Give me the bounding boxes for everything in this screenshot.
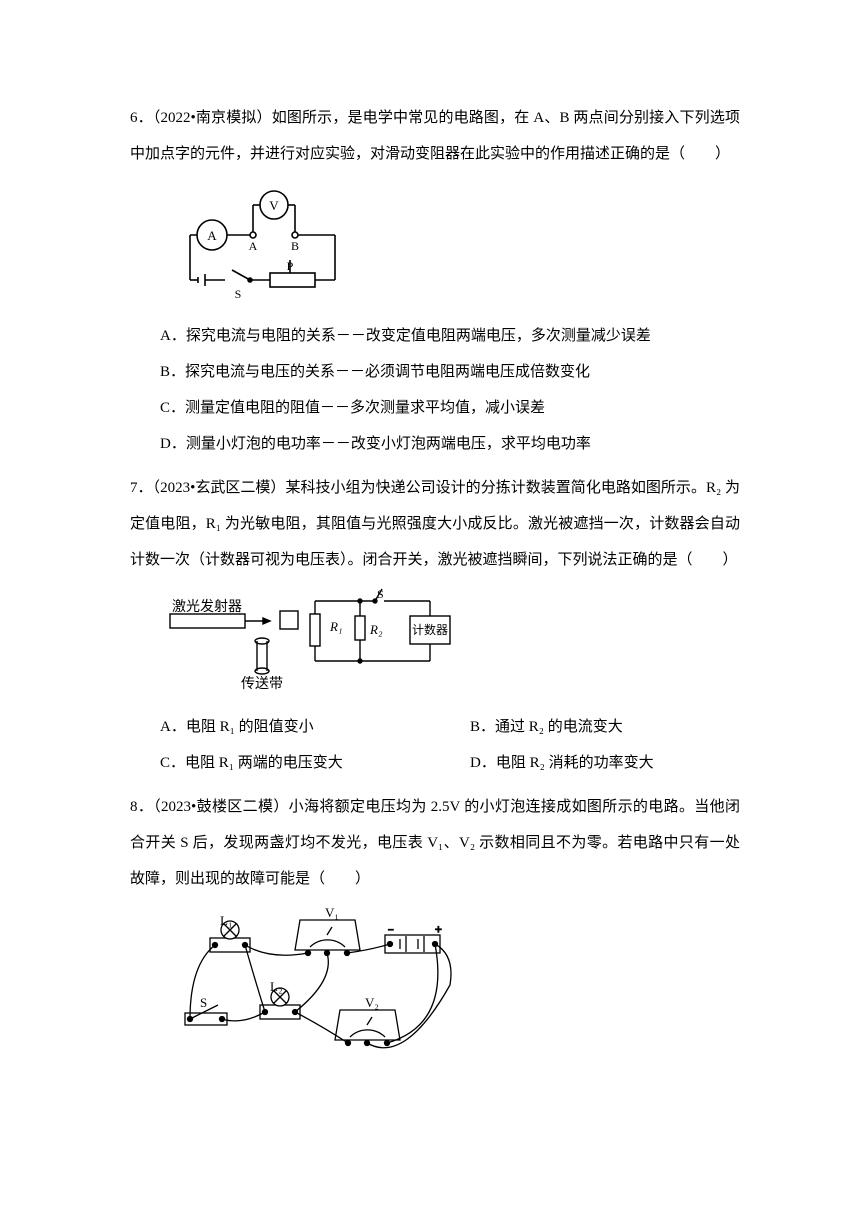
q8-number: 8．: [130, 799, 153, 815]
q6-number: 6．: [130, 110, 153, 126]
counter-label: 计数器: [412, 622, 448, 637]
belt-label: 传送带: [241, 676, 283, 692]
q7-option-b: B．通过 R₂ 的电流变大: [470, 709, 740, 745]
point-a-label: A: [249, 239, 258, 253]
q8-stem: 8．（2023•鼓楼区二模）小海将额定电压均为 2.5V 的小灯泡连接成如图所示…: [130, 789, 740, 897]
svg-text:−: −: [388, 925, 394, 936]
q6-option-c: C．测量定值电阻的阻值－－多次测量求平均值，减小误差: [160, 390, 740, 426]
q7-option-c: C．电阻 R₁ 两端的电压变大: [160, 745, 430, 781]
question-6: 6．（2022•南京模拟）如图所示，是电学中常见的电路图，在 A、B 两点间分别…: [130, 100, 740, 462]
q6-stem: 6．（2022•南京模拟）如图所示，是电学中常见的电路图，在 A、B 两点间分别…: [130, 100, 740, 172]
q7-option-d: D．电阻 R₂ 消耗的功率变大: [470, 745, 740, 781]
q7-option-a: A．电阻 R₁ 的阻值变小: [160, 709, 430, 745]
q6-source: （2022•南京模拟）: [153, 110, 272, 126]
svg-text:+: +: [435, 922, 442, 936]
ammeter-label: A: [207, 228, 217, 243]
q7-stem: 7．（2023•玄武区二模）某科技小组为快递公司设计的分拣计数装置简化电路如图所…: [130, 470, 740, 578]
l2-label: L₂: [270, 979, 282, 994]
q6-circuit-figure: V A A B S P: [160, 180, 740, 310]
q7-number: 7．: [130, 480, 153, 496]
v1-label: V₁: [325, 905, 339, 920]
q7-circuit-figure: 激光发射器 传送带 R₁ R₂ S 计数器: [160, 586, 740, 701]
q7-source: （2023•玄武区二模）: [153, 480, 286, 496]
v2-label: V₂: [365, 995, 379, 1010]
q8-source: （2023•鼓楼区二模）: [153, 799, 288, 815]
l1-label: L₁: [220, 913, 232, 928]
slider-p-label: P: [287, 259, 294, 273]
q8-circuit-figure: −+: [160, 905, 740, 1085]
q6-option-b: B．探究电流与电压的关系－－必须调节电阻两端电压成倍数变化: [160, 354, 740, 390]
q6-option-d: D．测量小灯泡的电功率－－改变小灯泡两端电压，求平均电功率: [160, 426, 740, 462]
question-7: 7．（2023•玄武区二模）某科技小组为快递公司设计的分拣计数装置简化电路如图所…: [130, 470, 740, 781]
r2-label: R₂: [369, 622, 383, 637]
r1-label: R₁: [329, 619, 342, 634]
switch-s-label: S: [235, 287, 242, 301]
q6-option-a: A．探究电流与电阻的关系－－改变定值电阻两端电压，多次测量减少误差: [160, 318, 740, 354]
switch-s-label: S: [377, 587, 384, 601]
question-8: 8．（2023•鼓楼区二模）小海将额定电压均为 2.5V 的小灯泡连接成如图所示…: [130, 789, 740, 1085]
s-label: S: [200, 995, 207, 1010]
laser-label: 激光发射器: [172, 598, 242, 615]
voltmeter-label: V: [269, 198, 279, 213]
point-b-label: B: [291, 239, 299, 253]
